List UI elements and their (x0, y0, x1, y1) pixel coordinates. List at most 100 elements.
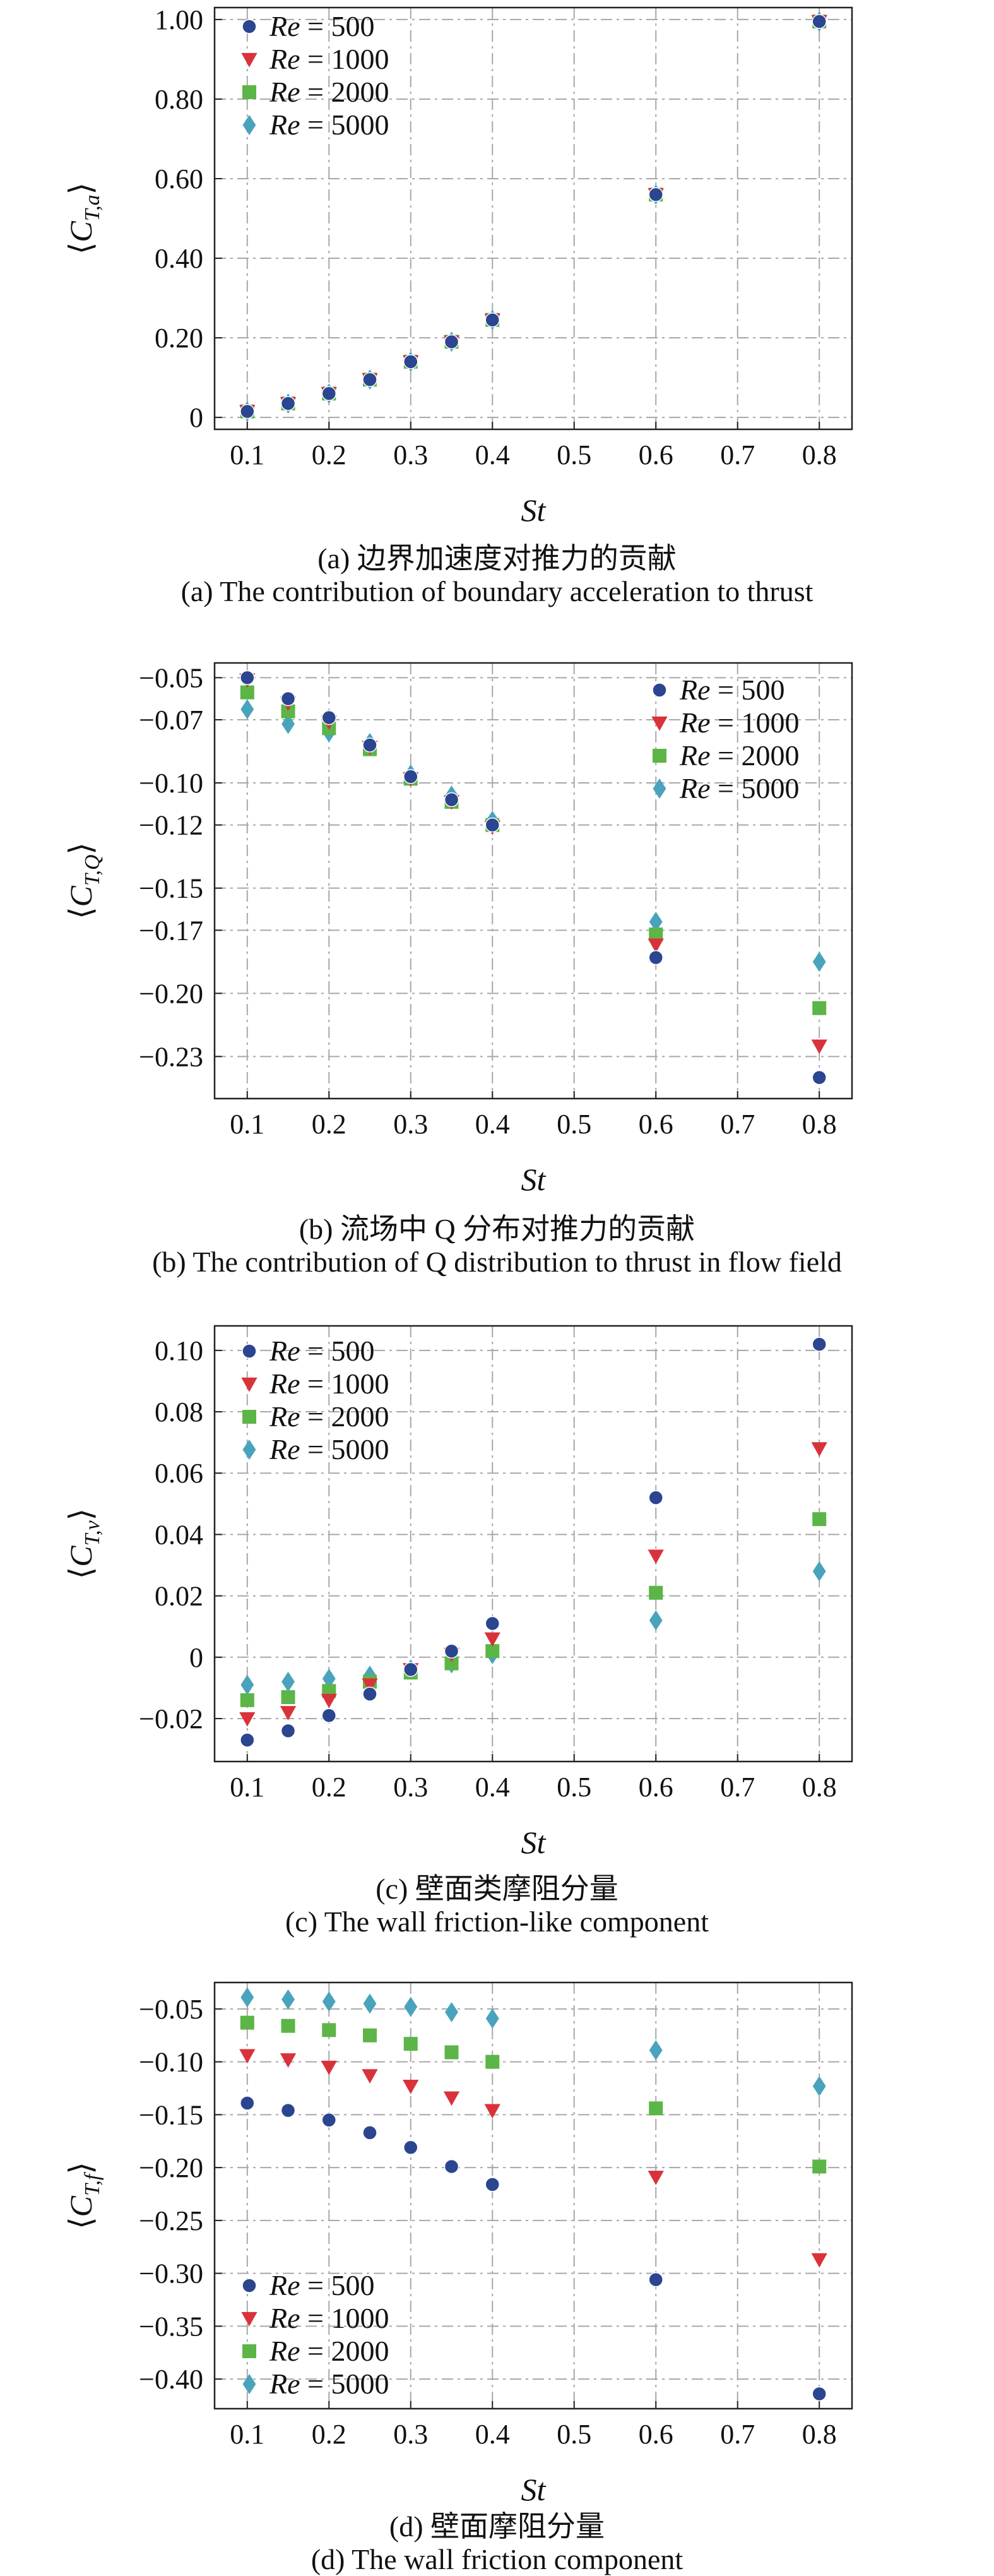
y-tick-label: 1.00 (155, 4, 203, 35)
data-point-re5000 (322, 1991, 336, 2012)
data-point-re500 (362, 1686, 377, 1702)
data-point-re500 (362, 372, 377, 387)
data-point-re500 (362, 2125, 377, 2140)
y-tick-label: 0.04 (155, 1519, 203, 1550)
data-point-re2000 (403, 2037, 418, 2051)
data-point-re500 (280, 1723, 296, 1739)
y-tick-label: 0.60 (155, 164, 203, 194)
data-point-re1000 (362, 1678, 378, 1693)
y-axis-label: ⟨CT,f⟩ (63, 2162, 104, 2229)
legend-label-re5000: Re = 5000 (269, 2368, 389, 2400)
data-point-re5000 (649, 912, 663, 932)
data-point-re1000 (443, 2091, 460, 2106)
y-tick-label: 0 (189, 402, 203, 433)
data-point-re2000 (812, 1512, 827, 1527)
legend-marker-re1000 (241, 52, 257, 68)
data-point-re500 (240, 403, 255, 419)
data-point-re500 (321, 710, 337, 725)
x-tick-label: 0.8 (802, 2419, 837, 2450)
data-point-re500 (321, 2112, 337, 2128)
y-tick-label: 0.80 (155, 84, 203, 115)
y-tick-label: −0.17 (139, 915, 203, 946)
legend-label-re2000: Re = 2000 (269, 76, 389, 108)
x-axis-label: St (521, 1825, 547, 1860)
data-point-re5000 (649, 1610, 663, 1631)
data-point-re500 (362, 737, 377, 753)
data-point-re2000 (322, 2023, 336, 2037)
x-tick-label: 0.4 (475, 1772, 510, 1803)
data-point-re500 (403, 354, 418, 369)
legend-marker-re5000 (242, 115, 256, 135)
data-point-re500 (648, 950, 663, 965)
data-point-re5000 (322, 1668, 336, 1689)
y-tick-label: 0 (189, 1642, 203, 1673)
x-tick-label: 0.6 (639, 1109, 673, 1140)
data-point-re5000 (363, 1993, 377, 2014)
x-tick-label: 0.3 (393, 439, 428, 470)
data-point-re500 (485, 312, 500, 328)
legend-marker-re1000 (651, 716, 668, 731)
x-tick-label: 0.3 (393, 1109, 428, 1140)
data-point-re1000 (321, 2060, 337, 2075)
data-point-re500 (648, 2272, 663, 2287)
x-tick-label: 0.7 (720, 2419, 755, 2450)
data-point-re500 (444, 334, 459, 350)
plot-frame (213, 1981, 853, 2410)
data-point-re500 (240, 2096, 255, 2111)
legend-label-re500: Re = 500 (269, 2269, 374, 2301)
data-point-re5000 (445, 2001, 458, 2022)
data-point-re1000 (811, 2253, 827, 2268)
plot-frame (213, 1325, 853, 1763)
data-point-re2000 (649, 1585, 663, 1600)
caption-cn-a: (a) 边界加速度对推力的贡献 (317, 542, 677, 575)
y-tick-label: −0.07 (139, 705, 203, 736)
x-axis-label: St (521, 492, 547, 528)
data-point-re5000 (649, 2040, 663, 2061)
x-tick-label: 0.7 (720, 1772, 755, 1803)
data-point-re500 (403, 2140, 418, 2156)
x-tick-label: 0.2 (312, 439, 346, 470)
data-point-re500 (403, 1662, 418, 1677)
data-point-re1000 (484, 1632, 500, 1647)
y-axis-label: ⟨CT,a⟩ (63, 182, 104, 254)
data-point-re500 (444, 1643, 459, 1659)
x-tick-label: 0.8 (802, 439, 837, 470)
y-tick-label: −0.23 (139, 1041, 203, 1072)
data-point-re2000 (281, 1690, 295, 1704)
data-point-re1000 (321, 1693, 337, 1708)
x-tick-label: 0.5 (557, 1109, 591, 1140)
y-tick-label: 0.20 (155, 323, 203, 354)
data-point-re2000 (649, 2101, 663, 2116)
chart-panel-c: 0.1 0.2 0.3 0.4 0.5 0.6 0.7 0.8 −0.02 0 0.02 0.04 0.… (63, 1325, 853, 1860)
x-axis-label: St (521, 2472, 547, 2507)
legend-label-re1000: Re = 1000 (269, 43, 389, 75)
caption-en-d: (d) The wall friction component (311, 2543, 683, 2575)
data-point-re2000 (812, 1001, 827, 1015)
data-point-re2000 (240, 2015, 254, 2030)
data-point-re1000 (811, 1442, 827, 1457)
data-point-re5000 (812, 1561, 826, 1582)
data-point-re500 (240, 1732, 255, 1748)
legend-label-re5000: Re = 5000 (269, 1433, 389, 1465)
plot-frame (213, 662, 853, 1100)
x-tick-label: 0.5 (557, 1772, 591, 1803)
data-point-re500 (444, 2159, 459, 2174)
y-tick-label: 0.08 (155, 1397, 203, 1428)
y-tick-label: 0.40 (155, 243, 203, 274)
y-axis-label: ⟨CT,Q⟩ (63, 842, 104, 919)
data-point-re5000 (812, 2076, 826, 2097)
data-point-re500 (321, 1708, 337, 1723)
x-tick-label: 0.7 (720, 1109, 755, 1140)
x-tick-label: 0.5 (557, 2419, 591, 2450)
legend-label-re1000: Re = 1000 (679, 707, 799, 739)
data-point-re500 (812, 1337, 827, 1352)
x-tick-label: 0.4 (475, 2419, 510, 2450)
x-tick-label: 0.2 (312, 2419, 346, 2450)
data-point-re1000 (811, 1039, 827, 1054)
legend-marker-re500 (242, 1344, 257, 1359)
data-point-re500 (812, 14, 827, 29)
legend-label-re500: Re = 500 (269, 10, 374, 42)
caption-cn-c: (c) 壁面类摩阻分量 (376, 1873, 618, 1905)
y-tick-label: −0.25 (139, 2205, 203, 2236)
